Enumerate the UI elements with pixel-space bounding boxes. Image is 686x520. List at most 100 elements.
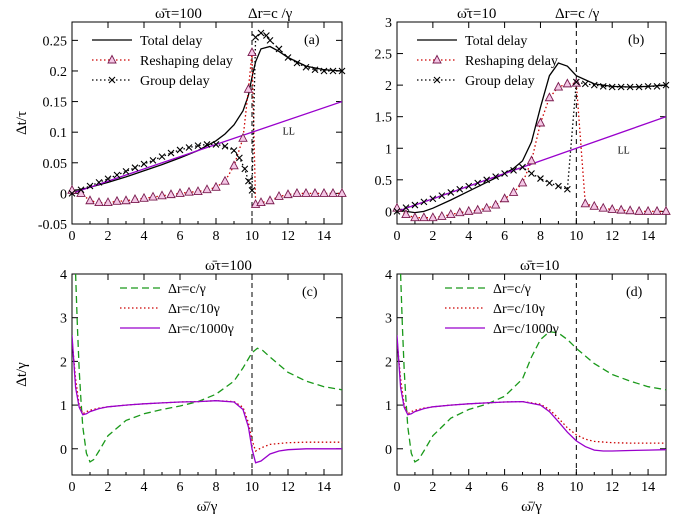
data-point-cross xyxy=(241,165,249,173)
x-tick-label: 10 xyxy=(245,480,259,495)
y-tick-label: 0.25 xyxy=(43,34,68,49)
x-tick-label: 14 xyxy=(641,480,655,495)
legend-label: Δr=c/γ xyxy=(168,282,206,297)
data-point-triangle xyxy=(428,212,438,222)
chart-panel-c: 0 2 4 6 8 10 12 1401234Δr=c/γΔr=c/10γΔr=c/1000γ… xyxy=(14,258,343,515)
plot-frame xyxy=(396,21,667,225)
panel-header-left: ω̄τ=100 xyxy=(155,6,202,22)
data-point-cross xyxy=(95,178,103,186)
x-tick-label: 0 xyxy=(394,480,401,495)
data-point-cross xyxy=(483,176,491,184)
data-point-cross xyxy=(393,207,401,215)
data-point-cross xyxy=(653,82,661,90)
panel-label: (b) xyxy=(628,33,645,48)
x-tick-label: 12 xyxy=(605,229,619,244)
line-annotation: LL xyxy=(618,145,630,156)
data-point-cross xyxy=(252,33,259,41)
panel-header-left: ω̄τ=10 xyxy=(520,258,559,274)
data-point-triangle xyxy=(499,193,510,203)
x-tick-label: 8 xyxy=(537,229,544,244)
y-tick-label: 2 xyxy=(60,355,67,370)
legend-label: Δr=c/10γ xyxy=(168,302,220,317)
data-point-cross xyxy=(456,185,464,193)
y-tick-label: 3 xyxy=(385,312,392,327)
series-line-1 xyxy=(72,339,342,452)
data-point-triangle xyxy=(446,209,456,218)
data-point-triangle xyxy=(437,210,447,220)
x-axis-label: ω̄/γ xyxy=(197,499,218,515)
data-point-triangle xyxy=(472,204,483,214)
data-point-cross xyxy=(411,201,419,209)
data-point-triangle xyxy=(301,187,311,197)
data-point-triangle xyxy=(175,187,185,197)
data-point-triangle xyxy=(94,197,104,207)
x-axis-label: ω̄/γ xyxy=(521,499,542,515)
plot-frame xyxy=(71,21,343,225)
legend-marker xyxy=(108,76,116,84)
data-point-cross xyxy=(510,166,517,174)
data-point-triangle xyxy=(85,195,95,205)
data-point-cross xyxy=(311,66,319,74)
data-point-cross xyxy=(447,189,455,196)
data-point-triangle xyxy=(112,195,122,205)
data-point-cross xyxy=(212,141,220,148)
data-point-triangle xyxy=(247,47,257,57)
data-point-triangle xyxy=(103,197,113,207)
data-point-cross xyxy=(465,182,473,190)
series-line-0 xyxy=(74,274,342,463)
data-point-triangle xyxy=(243,83,254,93)
data-point-triangle xyxy=(184,186,194,196)
y-tick-label: 0 xyxy=(60,187,67,202)
data-point-triangle xyxy=(580,198,591,208)
series-layer xyxy=(397,274,666,463)
x-tick-label: 0 xyxy=(69,229,76,244)
x-tick-label: 2 xyxy=(429,480,436,495)
x-tick-label: 2 xyxy=(429,229,436,244)
x-tick-label: 12 xyxy=(281,480,295,495)
data-point-cross xyxy=(275,45,283,53)
y-tick-label: 0.15 xyxy=(43,96,68,111)
y-axis-label: Δt/τ xyxy=(14,111,30,135)
data-point-triangle xyxy=(634,205,644,215)
data-point-cross xyxy=(158,153,166,161)
legend-marker xyxy=(433,76,441,84)
x-tick-label: 6 xyxy=(501,229,508,244)
line-annotation: LL xyxy=(283,127,295,138)
y-tick-label: 4 xyxy=(385,268,392,283)
data-point-cross xyxy=(248,186,256,194)
data-point-cross xyxy=(230,147,238,154)
data-point-cross xyxy=(555,182,562,190)
data-point-cross xyxy=(438,192,446,199)
legend-label: Reshaping delay xyxy=(140,54,233,69)
data-point-triangle xyxy=(553,81,564,91)
y-tick-label: 2 xyxy=(385,79,392,94)
x-tick-label: 4 xyxy=(141,229,148,244)
x-tick-label: 4 xyxy=(465,480,472,495)
y-tick-label: 1 xyxy=(60,399,67,414)
chart-panel-d: 0 2 4 6 8 10 12 1401234Δr=c/γΔr=c/10γΔr=c/1000γ… xyxy=(385,258,667,515)
panel-header-right: Δr=c /γ xyxy=(248,6,293,22)
data-point-triangle xyxy=(337,187,347,197)
x-tick-label: 12 xyxy=(605,480,619,495)
x-tick-label: 4 xyxy=(141,480,148,495)
data-point-cross xyxy=(320,67,328,75)
panel-header-left: ω̄τ=10 xyxy=(457,6,496,22)
data-point-triangle xyxy=(643,205,653,215)
y-tick-label: -0.05 xyxy=(38,218,67,233)
plot-frame xyxy=(71,273,343,476)
legend-label: Δr=c/1000γ xyxy=(168,322,234,337)
data-point-triangle xyxy=(535,117,546,127)
y-tick-label: 3 xyxy=(60,312,67,327)
data-point-cross xyxy=(420,198,428,206)
y-tick-label: 1 xyxy=(385,142,392,157)
x-tick-label: 6 xyxy=(501,480,508,495)
data-point-triangle xyxy=(508,186,519,196)
y-tick-label: 0.05 xyxy=(43,157,68,172)
x-tick-label: 6 xyxy=(177,480,184,495)
chart-panel-a: 0 2 4 6 8 10 12 14-0.0500.050.10.150.20.25LLTot… xyxy=(14,6,347,244)
data-point-triangle xyxy=(157,190,167,200)
data-point-triangle xyxy=(625,205,635,215)
panel-header-left: ω̄τ=100 xyxy=(205,258,252,274)
series-line-2 xyxy=(397,335,666,452)
